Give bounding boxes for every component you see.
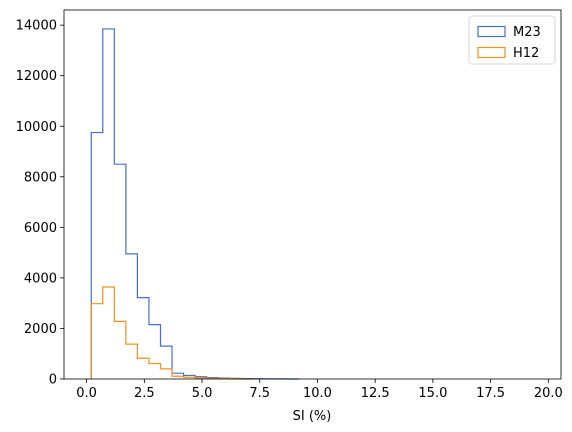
x-axis: 0.0 2.5 5.0 7.5 10.0 12.5 15.0 17.5 20.0 bbox=[76, 379, 563, 401]
x-tick-label: 17.5 bbox=[476, 386, 505, 401]
y-tick-label: 0 bbox=[49, 373, 57, 388]
y-tick-label: 6000 bbox=[24, 221, 57, 236]
y-tick-label: 10000 bbox=[16, 120, 57, 135]
plot-area bbox=[64, 10, 561, 379]
x-tick-label: 5.0 bbox=[192, 386, 213, 401]
legend-label-h12: H12 bbox=[513, 46, 539, 61]
legend-swatch-h12 bbox=[477, 46, 506, 59]
x-tick-label: 0.0 bbox=[76, 386, 97, 401]
x-tick-label: 15.0 bbox=[418, 386, 447, 401]
x-tick-label: 2.5 bbox=[134, 386, 155, 401]
y-tick-label: 8000 bbox=[24, 170, 57, 185]
legend-frame bbox=[468, 15, 556, 65]
y-tick-label: 14000 bbox=[16, 19, 57, 34]
x-tick-label: 10.0 bbox=[303, 386, 332, 401]
x-axis-label: SI (%) bbox=[293, 409, 332, 424]
plot-frame bbox=[63, 9, 562, 380]
y-axis: 0 2000 4000 6000 8000 10000 12000 14000 bbox=[16, 19, 64, 388]
histogram-series-h12 bbox=[90, 286, 253, 380]
y-tick-label: 12000 bbox=[16, 69, 57, 84]
x-tick-label: 7.5 bbox=[249, 386, 270, 401]
y-tick-label: 2000 bbox=[24, 322, 57, 337]
legend-label-m23: M23 bbox=[513, 25, 541, 40]
x-tick-label: 20.0 bbox=[534, 386, 563, 401]
y-tick-label: 4000 bbox=[24, 271, 57, 286]
legend-swatch-m23 bbox=[477, 25, 506, 38]
x-tick-label: 12.5 bbox=[361, 386, 390, 401]
